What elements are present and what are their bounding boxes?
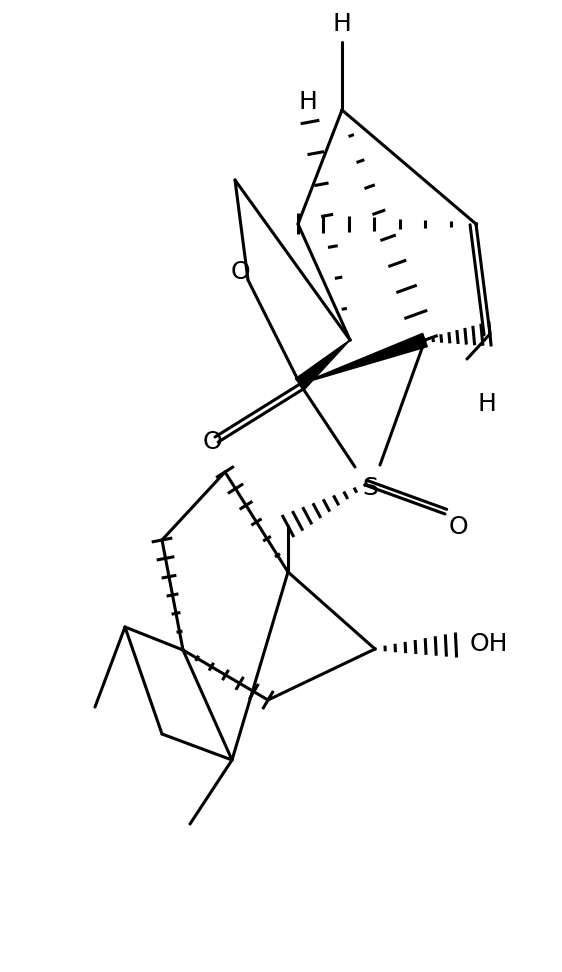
Text: O: O bbox=[448, 515, 468, 539]
Text: H: H bbox=[478, 392, 496, 416]
Polygon shape bbox=[296, 340, 350, 389]
Text: OH: OH bbox=[470, 632, 509, 656]
Text: S: S bbox=[362, 476, 378, 500]
Text: H: H bbox=[298, 90, 318, 114]
Text: O: O bbox=[230, 260, 250, 284]
Polygon shape bbox=[300, 333, 427, 384]
Text: O: O bbox=[202, 430, 222, 454]
Text: H: H bbox=[333, 12, 351, 36]
